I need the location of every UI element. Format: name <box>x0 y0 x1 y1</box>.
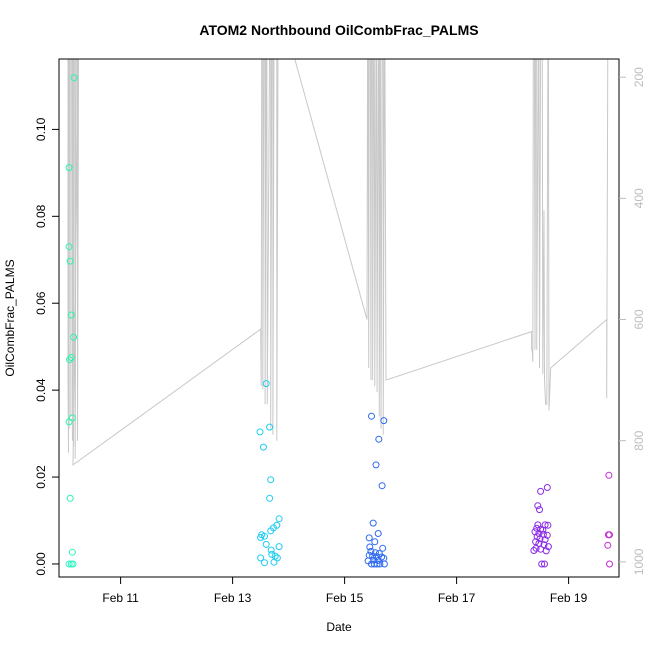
data-point <box>532 544 540 552</box>
x-tick-label: Feb 13 <box>214 591 252 605</box>
data-point <box>67 311 75 319</box>
y-tick-label: 0.02 <box>34 465 48 489</box>
y2-tick-label: 800 <box>632 430 646 450</box>
data-point <box>267 527 275 535</box>
x-axis-label: Date <box>326 620 352 634</box>
data-point <box>275 515 283 523</box>
data-point <box>541 560 548 568</box>
y-axis-left: 0.00 0.02 0.04 0.06 0.08 0.10 <box>34 117 59 576</box>
plot-frame <box>58 58 620 578</box>
data-point <box>69 560 77 568</box>
data-point <box>372 461 380 469</box>
data-point <box>605 471 613 479</box>
x-tick-label: Feb 15 <box>326 591 364 605</box>
data-point <box>275 543 283 551</box>
data-point <box>270 558 278 566</box>
data-point <box>604 541 612 549</box>
data-point <box>259 443 267 451</box>
chart-title: ATOM2 Northbound OilCombFrac_PALMS <box>199 22 478 38</box>
data-point <box>67 354 75 361</box>
data-point <box>257 554 265 562</box>
data-point <box>379 544 387 552</box>
pressure-line-layer <box>67 59 609 466</box>
data-point <box>366 543 374 551</box>
data-point <box>373 560 381 568</box>
data-point <box>368 412 375 420</box>
y-tick-label: 0.08 <box>34 204 48 228</box>
data-point <box>376 560 384 568</box>
data-point <box>365 534 373 542</box>
data-point <box>374 530 382 537</box>
x-axis: Feb 11 Feb 13 Feb 15 Feb 17 Feb 19 <box>102 577 588 605</box>
data-point <box>540 541 548 549</box>
data-point <box>65 164 73 172</box>
data-point <box>66 494 74 502</box>
points-layer <box>65 74 613 568</box>
data-point <box>542 547 550 555</box>
y-axis-label: OilCombFrac_PALMS <box>3 259 17 376</box>
data-point <box>544 543 552 551</box>
x-tick-label: Feb 19 <box>550 591 588 605</box>
data-point <box>543 484 551 491</box>
data-point <box>262 540 270 548</box>
data-point <box>257 534 265 541</box>
data-point <box>606 560 613 568</box>
data-point <box>369 519 377 527</box>
data-point <box>256 428 264 436</box>
data-point <box>378 482 386 490</box>
data-point <box>541 536 549 544</box>
y-tick-label: 0.00 <box>34 552 48 576</box>
y-tick-label: 0.04 <box>34 378 48 402</box>
data-point <box>371 538 379 546</box>
data-point <box>261 559 268 567</box>
data-point <box>268 550 276 558</box>
y-tick-label: 0.10 <box>34 117 48 141</box>
data-point <box>369 552 377 560</box>
plot-area <box>65 59 613 568</box>
data-point <box>539 526 547 534</box>
x-tick-label: Feb 17 <box>438 591 476 605</box>
data-point <box>537 487 545 495</box>
y2-tick-label: 400 <box>632 188 646 208</box>
pressure-line <box>67 59 609 466</box>
y-tick-label: 0.06 <box>34 291 48 315</box>
data-point <box>68 548 76 556</box>
data-point <box>266 423 274 431</box>
data-point <box>65 243 73 251</box>
data-point <box>261 532 268 540</box>
data-point <box>536 506 543 514</box>
y2-tick-label: 200 <box>632 67 646 87</box>
data-point <box>543 531 551 539</box>
data-point <box>538 560 546 568</box>
data-point <box>532 538 540 546</box>
data-point <box>70 333 78 341</box>
data-point <box>65 418 73 426</box>
data-point <box>66 257 74 265</box>
data-point <box>375 435 383 443</box>
data-point <box>65 560 73 568</box>
data-point <box>544 521 552 529</box>
data-point <box>70 74 78 82</box>
y2-tick-label: 1000 <box>632 548 646 575</box>
data-point <box>266 494 274 502</box>
data-point <box>367 547 375 555</box>
y2-tick-label: 600 <box>632 309 646 329</box>
data-point <box>380 417 388 425</box>
data-point <box>262 380 270 388</box>
data-point <box>530 547 538 554</box>
data-point <box>374 557 382 564</box>
data-point <box>534 502 542 510</box>
data-point <box>66 356 74 364</box>
x-tick-label: Feb 11 <box>102 591 139 605</box>
data-point <box>267 476 275 484</box>
data-point <box>606 531 613 539</box>
data-point <box>267 546 275 554</box>
data-point <box>273 554 281 562</box>
y-axis-right: 200 400 600 800 1000 <box>619 67 646 575</box>
data-point <box>380 560 388 568</box>
